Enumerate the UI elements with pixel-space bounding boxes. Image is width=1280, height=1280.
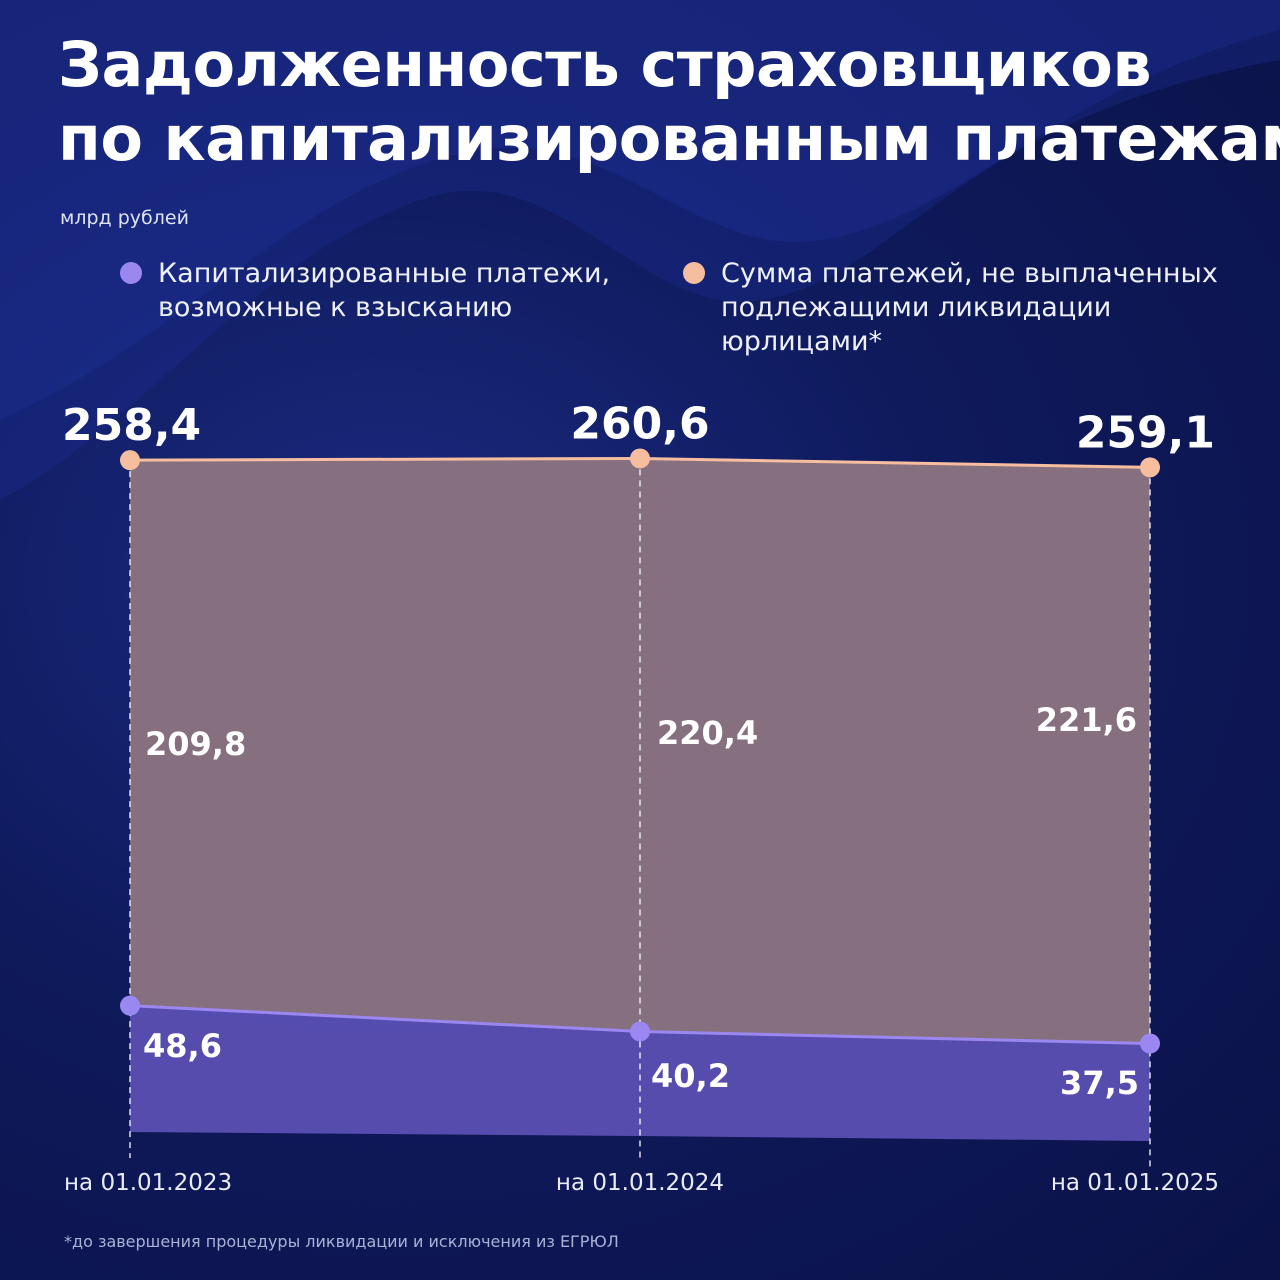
footnote: *до завершения процедуры ликвидации и ис… (64, 1232, 619, 1251)
point-total (1140, 457, 1160, 478)
point-total (630, 448, 650, 469)
data-label-unpaid: 221,6 (1036, 701, 1137, 739)
legend-dot-icon (683, 262, 705, 284)
data-label-capitalized: 48,6 (143, 1027, 222, 1065)
x-tick-label: на 01.01.2025 (1051, 1170, 1219, 1196)
point-total (120, 450, 140, 471)
legend-dot-icon (120, 262, 142, 284)
title-line-1: Задолженность страховщиков (58, 28, 1152, 101)
legend-item-capitalized: Капитализированные платежи, возможные к … (120, 257, 640, 325)
title-line-2: по капитализированным платежам (58, 102, 1280, 175)
chart-title: Задолженность страховщиков по капитализи… (58, 28, 1280, 176)
unit-label: млрд рублей (60, 207, 189, 229)
point-capitalized (120, 995, 140, 1016)
total-value-label: 260,6 (570, 398, 709, 449)
point-capitalized (1140, 1033, 1160, 1054)
legend-label: Сумма платежей, не выплаченных подлежащи… (721, 258, 1218, 357)
data-label-unpaid: 209,8 (145, 725, 246, 763)
area-capitalized (130, 1005, 1150, 1141)
data-label-capitalized: 37,5 (1060, 1064, 1139, 1102)
area-unpaid (130, 458, 1150, 1044)
total-value-label: 259,1 (1076, 407, 1215, 458)
data-label-capitalized: 40,2 (651, 1057, 730, 1095)
x-tick-label: на 01.01.2023 (64, 1170, 232, 1196)
total-value-label: 258,4 (62, 400, 201, 451)
data-label-unpaid: 220,4 (657, 714, 758, 752)
x-tick-label: на 01.01.2024 (556, 1170, 724, 1196)
legend-label: Капитализированные платежи, возможные к … (158, 258, 611, 323)
legend-item-unpaid: Сумма платежей, не выплаченных подлежащи… (683, 257, 1263, 359)
point-capitalized (630, 1021, 650, 1042)
